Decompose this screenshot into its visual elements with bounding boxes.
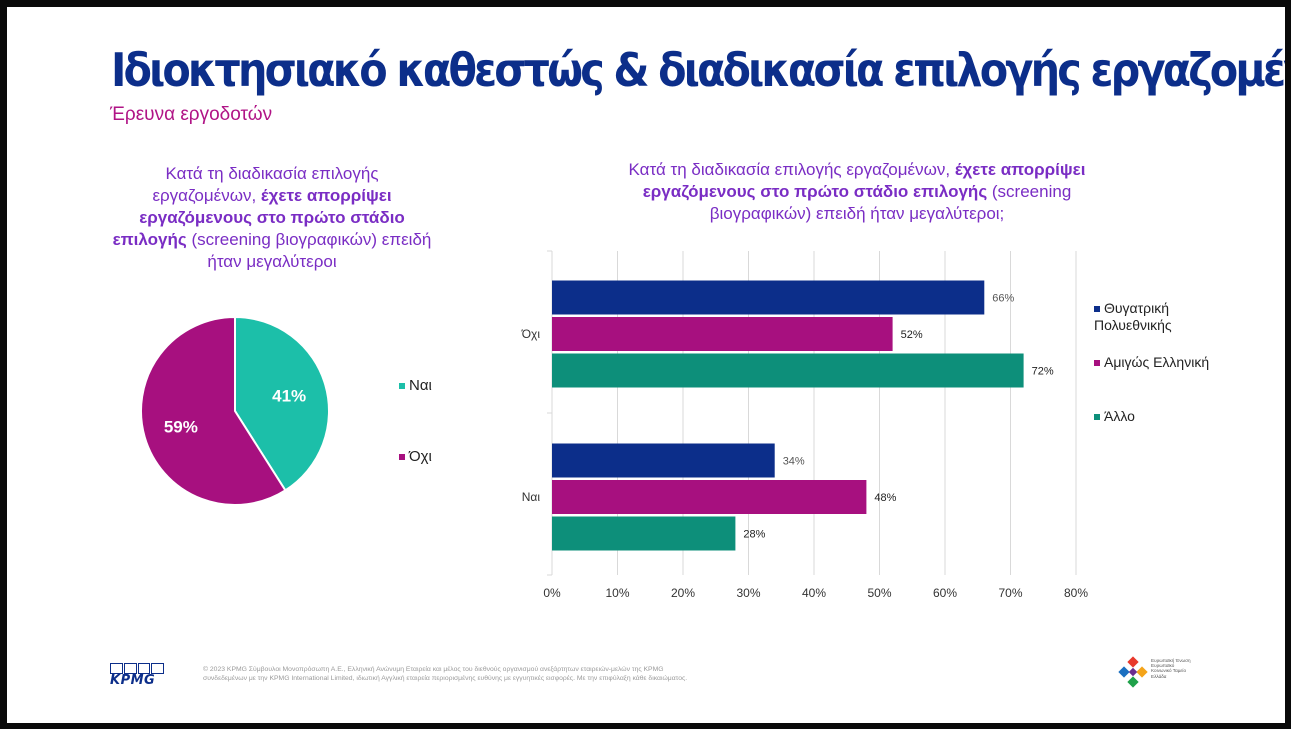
bar-question-text-1: Κατά τη διαδικασία επιλογής εργαζομένων, — [628, 160, 955, 179]
page-subtitle: Έρευνα εργοδοτών — [110, 104, 273, 125]
x-tick-label: 60% — [933, 586, 957, 600]
slide: Ιδιοκτησιακό καθεστώς & διαδικασία επιλο… — [7, 7, 1285, 723]
bar-legend-swatch-subsidiary — [1094, 306, 1100, 313]
x-tick-label: 10% — [605, 586, 629, 600]
bar-subsidiary-no — [552, 280, 985, 315]
bar-data-label: 34% — [783, 456, 805, 468]
bar-legend-swatch-greek — [1094, 360, 1100, 367]
x-tick-label: 20% — [671, 586, 695, 600]
partner-logo-icon — [1118, 656, 1148, 688]
pie-legend-label-yes: Ναι — [409, 377, 432, 394]
pie-chart: 41% 59% — [140, 315, 330, 506]
bar-data-label: 66% — [992, 293, 1014, 305]
bar-legend-label-subsidiary: Θυγατρική Πολυεθνικής — [1094, 300, 1172, 333]
partner-logo: Ευρωπαϊκή Ένωση Ευρωπαϊκό Κοινωνικό Ταμε… — [1118, 655, 1198, 691]
pie-data-label-yes: 41% — [272, 386, 306, 405]
pie-legend-item-no: Όχι — [399, 448, 432, 465]
pie-question-bold: έχετε απορρίψει εργαζόμενους στο πρώτο σ… — [112, 186, 405, 249]
pie-legend-swatch-yes — [399, 383, 405, 390]
bar-greek-yes — [552, 480, 867, 514]
bar-data-label: 48% — [874, 492, 896, 504]
x-tick-label: 40% — [802, 586, 826, 600]
copyright-text: © 2023 KPMG Σύμβουλοι Μονοπρόσωπη Α.Ε., … — [203, 666, 688, 682]
bar-data-label: 72% — [1032, 366, 1054, 378]
pie-question-text-2: (screening βιογραφικών) επειδή ήταν μεγα… — [186, 230, 432, 271]
bar-greek-no — [552, 317, 893, 351]
bar-question-text-2: (screening βιογραφικών) επειδή ήταν μεγα… — [709, 182, 1072, 223]
bar-data-label: 28% — [743, 529, 765, 541]
bar-question-bold: έχετε απορρίψει εργαζόμενους στο πρώτο σ… — [642, 160, 1086, 201]
x-tick-label: 30% — [736, 586, 760, 600]
bar-legend-item-subsidiary: Θυγατρική Πολυεθνικής — [1094, 300, 1224, 334]
kpmg-logo-text: KPMG — [110, 673, 156, 688]
bar-legend-label-other: Άλλο — [1104, 408, 1135, 424]
bar-legend-item-other: Άλλο — [1094, 408, 1135, 424]
kpmg-logo: KPMG — [110, 663, 164, 688]
pie-question-text-1: Κατά τη διαδικασία επιλογής εργαζομένων, — [152, 164, 379, 205]
partner-logo-text: Ευρωπαϊκή Ένωση Ευρωπαϊκό Κοινωνικό Ταμε… — [1151, 658, 1191, 679]
bar-other-yes — [552, 516, 736, 551]
pie-legend-label-no: Όχι — [409, 448, 432, 465]
bar-subsidiary-yes — [552, 443, 775, 478]
x-tick-label: 80% — [1064, 586, 1088, 600]
page-title: Ιδιοκτησιακό καθεστώς & διαδικασία επιλο… — [111, 43, 1285, 97]
pie-slice-no — [140, 315, 287, 506]
bar-legend-label-greek: Αμιγώς Ελληνική — [1104, 354, 1210, 370]
bar-legend-swatch-other — [1094, 414, 1100, 421]
bar-chart: 0% 10% 20% 30% 40% 50% 60% 70% 80% Όχι 66% 52% 72% Να… — [521, 250, 1088, 600]
pie-legend-item-yes: Ναι — [399, 377, 432, 394]
bar-other-no — [552, 353, 1024, 388]
bar-data-label: 52% — [901, 329, 923, 341]
x-tick-label: 50% — [867, 586, 891, 600]
pie-data-label-no: 59% — [164, 418, 198, 437]
kpmg-logo-boxes — [110, 663, 164, 674]
pie-question: Κατά τη διαδικασία επιλογής εργαζομένων,… — [112, 163, 432, 273]
bar-question: Κατά τη διαδικασία επιλογής εργαζομένων,… — [592, 159, 1122, 225]
y-category-label: Ναι — [522, 490, 541, 504]
x-tick-label: 0% — [543, 586, 561, 600]
y-category-label: Όχι — [521, 327, 541, 341]
bar-legend-item-greek: Αμιγώς Ελληνική — [1094, 354, 1209, 370]
pie-legend-swatch-no — [399, 454, 405, 461]
x-tick-label: 70% — [998, 586, 1022, 600]
